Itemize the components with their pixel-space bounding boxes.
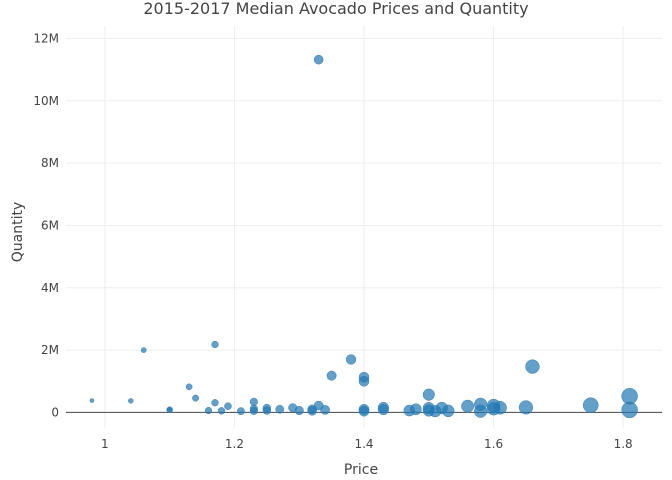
data-point [211, 340, 219, 349]
data-point [422, 388, 435, 401]
data-point [217, 407, 226, 415]
y-tick-label: 10M [33, 94, 59, 108]
data-point [140, 347, 147, 353]
data-point [377, 404, 389, 416]
y-axis-title: Quantity [10, 202, 26, 263]
data-point [185, 383, 193, 391]
data-point [249, 406, 258, 415]
data-point [582, 397, 599, 414]
data-point [249, 397, 258, 406]
data-point [621, 401, 638, 419]
data-point [313, 54, 324, 65]
x-axis-title: Price [344, 462, 378, 478]
data-point [166, 406, 173, 413]
data-point [518, 400, 534, 415]
data-point [326, 370, 337, 381]
y-tick-label: 12M [33, 31, 59, 45]
data-points [89, 54, 638, 419]
x-tick-label: 1 [101, 437, 109, 451]
data-point [525, 359, 540, 374]
x-tick-label: 1.4 [354, 437, 373, 451]
y-tick-label: 8M [41, 156, 59, 170]
data-point [262, 406, 272, 415]
y-tick-label: 6M [41, 218, 59, 232]
x-tick-label: 1.2 [225, 437, 244, 451]
x-tick-label: 1.6 [484, 437, 503, 451]
data-point [441, 404, 455, 418]
data-point [320, 405, 330, 415]
data-point [211, 399, 219, 407]
data-point [358, 405, 370, 417]
data-point [461, 399, 475, 413]
data-point [237, 407, 245, 416]
grid-lines [66, 26, 662, 428]
y-axis-ticks: 0 2M 4M 6M 8M 10M 12M [33, 31, 59, 419]
y-tick-label: 0 [51, 405, 59, 419]
y-tick-label: 4M [41, 281, 59, 295]
x-tick-label: 1.8 [614, 437, 633, 451]
data-point [128, 398, 134, 404]
data-point [493, 400, 507, 415]
data-point [474, 404, 488, 418]
chart-title: 2015-2017 Median Avocado Prices and Quan… [143, 0, 528, 18]
y-tick-label: 2M [41, 343, 59, 357]
data-point [192, 394, 199, 402]
x-axis-ticks: 1 1.2 1.4 1.6 1.8 [101, 437, 633, 451]
data-point [89, 398, 95, 403]
data-point [204, 406, 213, 415]
data-point [358, 375, 370, 387]
data-point [294, 405, 304, 416]
data-point [345, 354, 357, 365]
data-point [275, 404, 285, 414]
data-point [409, 403, 422, 416]
data-point [224, 402, 232, 410]
